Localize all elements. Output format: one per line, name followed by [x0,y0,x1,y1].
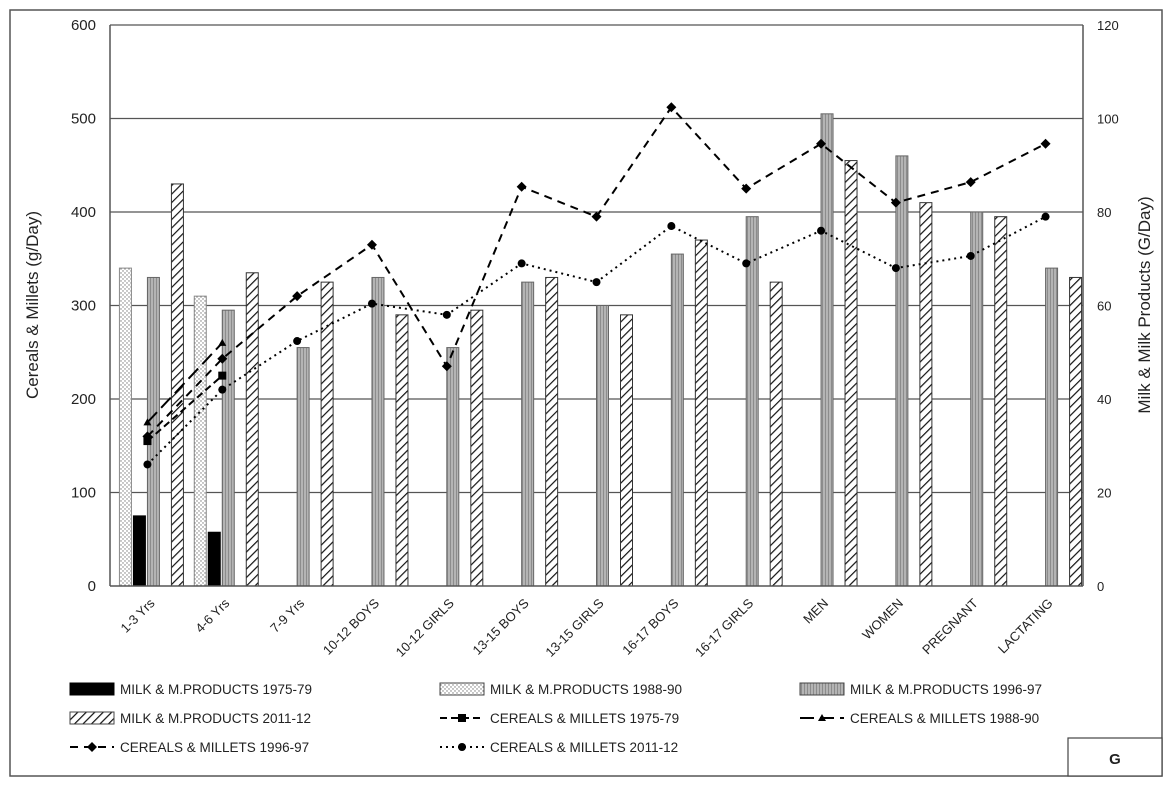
line-marker-diamond [741,183,752,194]
line-marker-circle [458,743,466,751]
bar-hatch [694,239,708,587]
bar-hatch [769,281,783,587]
legend-label: CEREALS & MILLETS 2011-12 [490,740,678,755]
bar-hatch [395,314,409,587]
bar-gray [670,253,684,587]
line-marker-triangle [818,714,826,721]
line-marker-diamond [516,181,527,192]
y-left-tick-label: 0 [88,578,96,595]
line-marker-triangle [218,338,227,346]
y-right-tick-label: 40 [1097,392,1111,407]
legend: MILK & M.PRODUCTS 1975-79 MILK & M.PRODUC… [69,682,1042,755]
bar-gray [296,347,310,587]
panel-label-box [1067,737,1163,777]
bar-gray [521,281,535,587]
bar-gray [596,305,609,587]
line-marker-diamond [366,239,377,250]
line-marker-circle [592,278,601,287]
bar-hatch [320,281,334,587]
y-left-tick-label: 400 [71,204,96,221]
line-marker-diamond [142,431,153,442]
bar-hatch [470,309,484,587]
line-marker-circle [667,222,676,231]
y-left-tick-label: 300 [71,298,96,315]
bar-hatch [245,272,259,587]
legend-label: MILK & M.PRODUCTS 2011-12 [120,711,311,726]
line-marker-diamond [87,742,97,752]
bar-solid-black [207,531,221,587]
legend-label: CEREALS & MILLETS 1996-97 [120,740,309,755]
bar-dotted [193,295,207,587]
y-right-tick-label: 100 [1097,112,1119,127]
legend-label: MILK & M.PRODUCTS 1975-79 [120,682,312,697]
line-marker-circle [293,337,302,346]
bar-hatch [545,276,559,587]
bar-hatch [1069,276,1083,587]
y-left-tick-label: 100 [71,485,96,502]
y-left-tick-label: 600 [71,17,96,34]
line-marker-diamond [591,211,602,222]
line-marker-circle [891,264,900,273]
bar-gray [1045,267,1059,587]
bar-gray [745,216,759,587]
line-marker-diamond [890,197,901,208]
bar-gray [820,113,834,587]
y-left-tick-label: 500 [71,111,96,128]
bar-hatch [844,160,858,587]
y-axis-right-label: Milk & Milk Products (G/Day) [1135,196,1154,413]
bar-group [118,113,1083,587]
legend-swatch [439,682,485,696]
axes-group [109,25,1084,587]
bar-gray [446,347,460,587]
line-marker-circle [817,226,826,235]
bar-hatch [919,202,933,587]
line-marker-circle [442,310,451,319]
y-right-tick-label: 0 [1097,579,1104,594]
bar-hatch [994,216,1008,587]
line-group [142,102,1051,469]
y-right-tick-label: 80 [1097,205,1111,220]
legend-label: CEREALS & MILLETS 1988-90 [850,711,1039,726]
line-marker-triangle [143,418,152,426]
legend-label: MILK & M.PRODUCTS 1988-90 [490,682,682,697]
line-marker-square [458,714,466,722]
line-marker-circle [966,251,975,260]
line-marker-circle [218,385,227,394]
line-marker-circle [367,299,376,308]
line-marker-circle [1041,212,1050,221]
line-marker-diamond [217,353,228,364]
legend-label: CEREALS & MILLETS 1975-79 [490,711,679,726]
line-marker-square [218,371,227,380]
bar-gray [895,155,909,587]
legend-label: MILK & M.PRODUCTS 1996-97 [850,682,1042,697]
y-axis-left-label: Cereals & Millets (g/Day) [23,211,42,399]
line-marker-diamond [441,361,452,372]
line-marker-circle [517,259,526,268]
line-marker-diamond [292,291,303,302]
bar-dotted [118,267,132,587]
y-right-tick-label: 60 [1097,299,1111,314]
bar-gray [970,211,984,587]
panel-label: G [1109,751,1121,768]
y-right-tick-label: 120 [1097,18,1119,33]
line-marker-diamond [965,177,976,188]
y-left-tick-label: 200 [71,391,96,408]
series-line [146,342,223,424]
line-marker-diamond [1040,138,1051,149]
line-marker-diamond [816,138,827,149]
bar-solid-black [132,515,146,587]
legend-swatch [69,711,115,725]
y-right-tick-label: 20 [1097,486,1111,501]
series-line [146,374,223,442]
bar-hatch [620,314,633,587]
bar-gray [221,309,235,587]
legend-swatch [69,682,115,696]
line-marker-circle [143,460,152,469]
bar-gray [371,276,385,587]
line-marker-circle [742,259,751,268]
legend-swatch [799,682,845,696]
line-marker-diamond [666,102,677,113]
